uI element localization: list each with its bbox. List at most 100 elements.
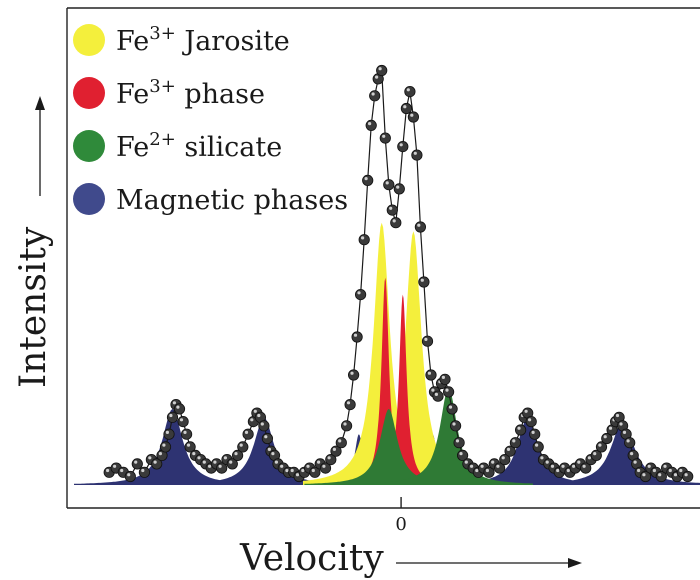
data-point-highlight xyxy=(524,409,528,413)
data-point-highlight xyxy=(452,422,456,426)
data-point-highlight xyxy=(127,473,131,477)
data-point-highlight xyxy=(213,460,217,464)
data-point xyxy=(432,390,444,402)
y-axis-arrow xyxy=(35,96,45,196)
data-point-highlight xyxy=(371,92,375,96)
red-disc-icon xyxy=(73,77,105,109)
data-point-highlight xyxy=(445,388,449,392)
data-point xyxy=(442,386,455,398)
data-point-highlight xyxy=(223,456,227,460)
legend-label: Fe2+ silicate xyxy=(116,129,282,163)
data-point-highlight xyxy=(459,452,463,456)
data-point-highlight xyxy=(106,468,110,473)
data-point-highlight xyxy=(658,473,662,477)
data-point-highlight xyxy=(485,468,489,473)
x-tick-label: 0 xyxy=(395,514,406,535)
data-point xyxy=(418,276,430,288)
data-point xyxy=(166,411,179,423)
data-point xyxy=(400,102,412,115)
data-point-highlight xyxy=(556,468,560,473)
data-point xyxy=(453,437,465,449)
data-point xyxy=(365,119,377,132)
data-point xyxy=(532,441,544,453)
data-point-highlight xyxy=(448,405,453,409)
fill-fe2-silicate-0 xyxy=(304,408,474,485)
legend-label: Fe3+ phase xyxy=(116,76,265,110)
data-point-highlight xyxy=(603,435,607,439)
data-point-highlight xyxy=(153,460,157,464)
data-points xyxy=(103,64,694,483)
data-point-highlight xyxy=(550,464,555,468)
data-point xyxy=(414,221,426,233)
data-point-highlight xyxy=(267,447,271,451)
component-fills xyxy=(74,222,700,485)
data-point-highlight xyxy=(172,401,176,405)
data-point-highlight xyxy=(244,430,249,434)
data-point-highlight xyxy=(561,464,565,468)
data-point-highlight xyxy=(593,452,597,456)
data-point-highlight xyxy=(424,337,428,341)
y-axis-label: Intensity xyxy=(13,226,54,388)
data-point xyxy=(354,288,367,301)
data-point xyxy=(347,369,360,381)
data-point xyxy=(407,111,419,123)
data-point-highlight xyxy=(148,456,152,460)
data-point xyxy=(624,437,636,449)
blue-disc-icon xyxy=(73,183,105,215)
data-point xyxy=(351,331,363,343)
data-point-highlight xyxy=(317,460,321,464)
data-point-highlight xyxy=(528,418,532,422)
legend-item-jarosite: Fe3+ Jarosite xyxy=(73,23,290,57)
data-point xyxy=(525,415,537,428)
x-axis-label: Velocity xyxy=(239,538,384,579)
data-point-highlight xyxy=(615,413,620,418)
data-point xyxy=(425,369,437,381)
data-point-highlight xyxy=(385,181,389,185)
data-point xyxy=(181,428,193,440)
data-point xyxy=(393,183,405,195)
data-point-highlight xyxy=(630,452,634,456)
x-ticks: 0 xyxy=(395,497,407,535)
legend-item-silicate: Fe2+ silicate xyxy=(73,129,282,163)
data-point-highlight xyxy=(577,460,581,464)
data-point-highlight xyxy=(545,460,549,464)
data-point xyxy=(173,403,186,415)
data-point xyxy=(421,335,434,347)
data-point xyxy=(261,432,273,445)
data-point-highlight xyxy=(322,464,326,468)
legend-label: Magnetic phases xyxy=(116,185,348,216)
data-point-highlight xyxy=(364,177,368,181)
data-point-highlight xyxy=(392,219,396,223)
data-point-highlight xyxy=(587,456,592,460)
legend-item-phase: Fe3+ phase xyxy=(73,76,265,110)
data-point xyxy=(358,234,370,246)
data-point-highlight xyxy=(120,468,124,473)
data-point-highlight xyxy=(396,185,400,189)
data-point-highlight xyxy=(441,375,445,379)
data-point-highlight xyxy=(506,447,511,451)
data-point xyxy=(242,428,254,440)
data-point xyxy=(376,64,388,77)
data-point xyxy=(159,441,172,453)
legend-label: Fe3+ Jarosite xyxy=(116,23,290,57)
legend-item-magnetic-phases: Magnetic phases xyxy=(73,183,348,216)
data-point xyxy=(138,466,150,478)
data-point-highlight xyxy=(410,113,414,117)
data-point-highlight xyxy=(619,422,623,426)
data-point-highlight xyxy=(535,443,539,447)
data-point-highlight xyxy=(186,443,191,447)
data-point-highlight xyxy=(679,468,683,473)
fill-magnetic-phases-5 xyxy=(510,421,700,485)
data-point-highlight xyxy=(285,468,289,473)
data-point xyxy=(383,179,395,191)
data-point xyxy=(509,437,522,449)
data-point-highlight xyxy=(480,464,484,468)
data-point-highlight xyxy=(338,439,342,443)
data-point-highlight xyxy=(202,460,206,464)
data-point-highlight xyxy=(455,439,460,443)
data-point-highlight xyxy=(572,464,576,468)
data-point-highlight xyxy=(673,473,678,477)
data-point-highlight xyxy=(280,464,284,468)
data-point xyxy=(163,428,175,440)
